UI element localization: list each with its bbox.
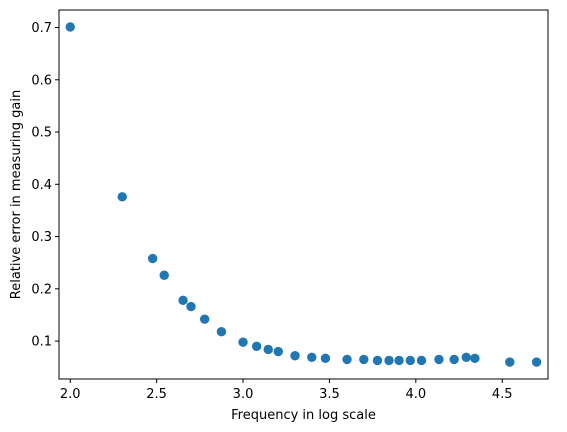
data-point (159, 270, 169, 280)
data-point (405, 355, 415, 366)
y-tick-label: 0.3 (31, 230, 52, 245)
x-tick-label: 2.0 (60, 387, 81, 402)
plot-frame (58, 9, 549, 380)
data-point (216, 326, 227, 337)
data-point (251, 341, 262, 352)
data-point (290, 351, 300, 361)
y-tick-label: 0.5 (31, 126, 52, 141)
x-axis-label: Frequency in log scale (231, 408, 376, 423)
data-point (263, 344, 273, 355)
y-tick-label: 0.4 (31, 178, 52, 193)
x-tick-label: 2.5 (146, 387, 167, 402)
data-point (65, 22, 75, 32)
data-point (307, 352, 317, 363)
y-axis-ticks: 0.1 0.2 0.3 0.4 0.5 0.6 0.7 (31, 21, 59, 350)
x-tick-label: 4.0 (405, 387, 426, 402)
data-point (117, 192, 127, 202)
x-tick-label: 3.5 (319, 387, 340, 402)
data-point (273, 346, 283, 357)
data-point (359, 354, 369, 365)
data-point (238, 337, 248, 347)
data-point (416, 355, 427, 366)
x-tick-label: 4.5 (492, 387, 513, 402)
y-tick-label: 0.7 (31, 21, 52, 36)
data-point (505, 357, 515, 367)
y-tick-label: 0.1 (31, 335, 52, 350)
data-point (531, 357, 542, 367)
data-point (147, 253, 158, 264)
data-point (320, 353, 331, 364)
data-point (449, 354, 459, 365)
data-point (384, 355, 394, 366)
data-points (65, 22, 542, 367)
data-point (342, 354, 352, 365)
data-point (461, 352, 471, 363)
y-axis-label: Relative error in measuring gain (9, 90, 24, 299)
data-point (394, 355, 404, 366)
x-axis-ticks: 2.0 2.5 3.0 3.5 4.0 4.5 (60, 379, 513, 402)
data-point (470, 353, 480, 364)
data-point (199, 314, 210, 324)
data-point (372, 355, 383, 366)
data-point (434, 354, 444, 365)
y-tick-label: 0.2 (31, 282, 52, 297)
data-point (186, 301, 196, 312)
y-tick-label: 0.6 (31, 73, 52, 88)
x-tick-label: 3.0 (233, 387, 254, 402)
data-point (178, 295, 188, 306)
